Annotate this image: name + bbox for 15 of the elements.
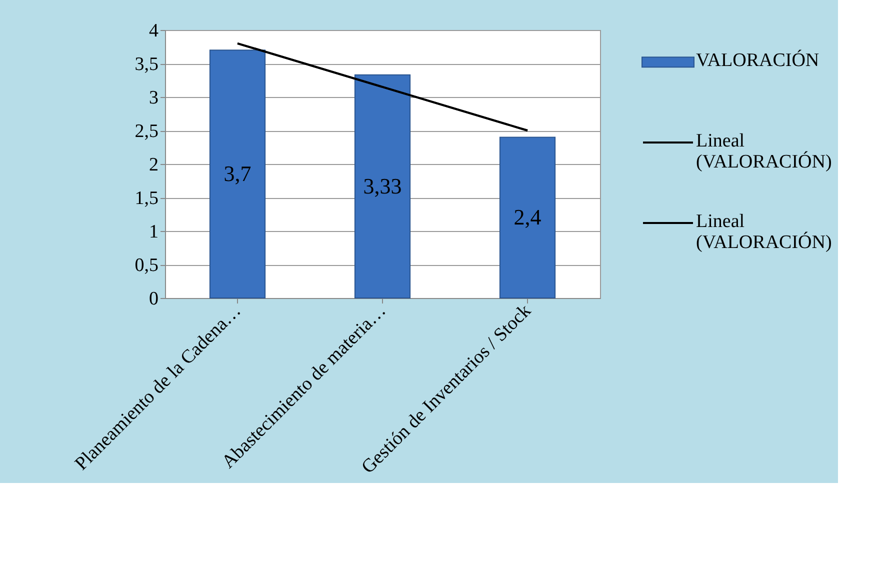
y-tick-label: 1 <box>149 222 158 242</box>
data-label: 3,7 <box>224 161 252 186</box>
legend-label: Lineal (VALORACIÓN) <box>696 130 832 173</box>
y-tick-label: 3,5 <box>134 54 158 75</box>
y-tick-label: 1,5 <box>134 188 158 209</box>
legend-label: Lineal (VALORACIÓN) <box>696 210 832 253</box>
data-label: 2,4 <box>514 204 542 230</box>
y-tick-label: 4 <box>149 20 159 42</box>
y-tick-label: 2 <box>149 154 158 176</box>
y-tick-label: 2,5 <box>134 121 158 142</box>
legend-label: VALORACIÓN <box>696 49 820 72</box>
y-tick-label: 0 <box>149 288 158 310</box>
y-tick-label: 3 <box>149 88 158 108</box>
y-tick-label: 0,5 <box>134 255 158 276</box>
data-label: 3,33 <box>363 173 402 198</box>
